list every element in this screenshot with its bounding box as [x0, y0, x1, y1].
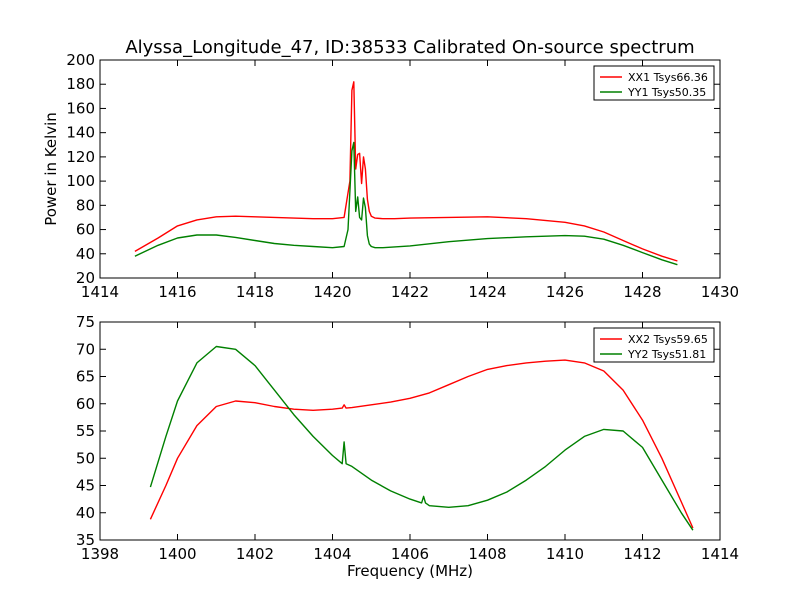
- x-tick-label: 1428: [623, 283, 661, 301]
- y-tick-label: 45: [76, 477, 95, 495]
- y-tick-label: 160: [66, 99, 95, 117]
- x-tick-label: 1404: [313, 545, 351, 563]
- series-line-1-0: [149, 359, 694, 529]
- series-line-1-1: [149, 345, 694, 531]
- y-tick-label: 35: [76, 531, 95, 549]
- x-axis-label: Frequency (MHz): [347, 562, 473, 580]
- x-tick-label: 1424: [468, 283, 506, 301]
- x-tick-label: 1418: [236, 283, 274, 301]
- top-plot-xx1-yy1: 1414 1416 1418 1420 1422 1424 1426 1428 1430 20 40…: [42, 51, 739, 301]
- x-tick-label: 1410: [546, 545, 584, 563]
- x-tick-label: 1412: [623, 545, 661, 563]
- legend-label: XX2 Tsys59.65: [628, 333, 708, 346]
- x-tick-label: 1426: [546, 283, 584, 301]
- y-tick-label: 180: [66, 75, 95, 93]
- y-tick-label: 80: [76, 196, 95, 214]
- y-tick-label: 140: [66, 124, 95, 142]
- legend: XX2 Tsys59.65 YY2 Tsys51.81: [593, 327, 715, 363]
- y-tick-label: 200: [66, 51, 95, 69]
- y-tick-label: 100: [66, 172, 95, 190]
- y-axis-label: Power in Kelvin: [42, 112, 60, 226]
- legend-box: [593, 65, 715, 101]
- y-tick-label: 120: [66, 148, 95, 166]
- x-tick-label: 1408: [468, 545, 506, 563]
- chart-title: Alyssa_Longitude_47, ID:38533 Calibrated…: [125, 37, 694, 58]
- x-tick-label: 1414: [701, 545, 739, 563]
- y-tick-label: 65: [76, 368, 95, 386]
- y-tick-label: 20: [76, 269, 95, 287]
- x-tick-label: 1420: [313, 283, 351, 301]
- series-line-0-0: [134, 81, 678, 262]
- legend-label: YY1 Tsys50.35: [627, 86, 706, 99]
- legend-label: XX1 Tsys66.36: [628, 71, 708, 84]
- x-tick-label: 1422: [391, 283, 429, 301]
- x-tick-label: 1414: [81, 283, 119, 301]
- legend-box: [593, 327, 715, 363]
- series-line-0-1: [134, 141, 678, 266]
- x-tick-label: 1430: [701, 283, 739, 301]
- y-tick-label: 75: [76, 313, 95, 331]
- y-tick-label: 60: [76, 395, 95, 413]
- y-tick-label: 40: [76, 504, 95, 522]
- x-tick-label: 1400: [158, 545, 196, 563]
- y-tick-label: 70: [76, 340, 95, 358]
- legend-label: YY2 Tsys51.81: [627, 348, 706, 361]
- y-tick-label: 50: [76, 449, 95, 467]
- y-tick-label: 40: [76, 245, 95, 263]
- y-tick-label: 60: [76, 221, 95, 239]
- x-tick-label: 1398: [81, 545, 119, 563]
- bottom-plot-xx2-yy2: 1398 1400 1402 1404 1406 1408 1410 1412 1414 35 40…: [76, 313, 739, 580]
- legend: XX1 Tsys66.36 YY1 Tsys50.35: [593, 65, 715, 101]
- x-tick-label: 1402: [236, 545, 274, 563]
- y-tick-label: 55: [76, 422, 95, 440]
- x-tick-label: 1416: [158, 283, 196, 301]
- x-tick-label: 1406: [391, 545, 429, 563]
